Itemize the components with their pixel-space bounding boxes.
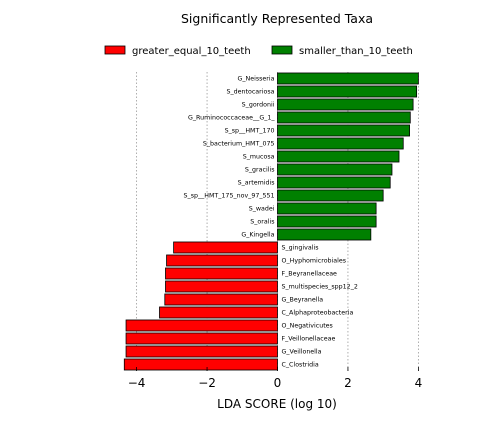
bar-S_dentocariosa xyxy=(277,85,418,98)
x-axis-label: LDA SCORE (log 10) xyxy=(217,397,337,411)
category-label: G_Kingella xyxy=(241,232,274,239)
bar-S_mucosa xyxy=(277,150,400,163)
category-label: S_sp__HMT_175_nov_97_551 xyxy=(184,193,275,200)
category-label: S_multispecies_spp12_2 xyxy=(282,284,358,291)
category-label: G_Beyranella xyxy=(282,297,324,304)
bar-S_gingivalis xyxy=(173,241,278,254)
bar-S_artemidis xyxy=(277,176,391,189)
x-axis: −4 −2 0 2 4 xyxy=(128,367,422,390)
bar-G_Veillonella xyxy=(125,345,278,358)
legend-label-green: smaller_than_10_teeth xyxy=(299,46,413,57)
category-label: S_wadei xyxy=(249,206,275,213)
category-label: G_Ruminococcaceae__G_1_ xyxy=(188,115,275,122)
bar-O_Hyphomicrobiales xyxy=(166,254,278,267)
x-tick-label: −2 xyxy=(198,376,216,390)
bar-G_Neisseria xyxy=(277,72,419,85)
legend-swatch-green xyxy=(271,45,293,55)
bar-S_oralis xyxy=(277,215,377,228)
legend: greater_equal_10_teeth smaller_than_10_t… xyxy=(104,45,413,57)
legend-swatch-red xyxy=(104,45,126,55)
bar-S_gracilis xyxy=(277,163,393,176)
bar-F_Veillonellaceae xyxy=(125,332,278,345)
bar-G_Beyranella xyxy=(164,293,278,306)
category-label: C_Clostridia xyxy=(282,362,319,369)
category-label: S_bacterium_HMT_075 xyxy=(203,141,275,148)
category-label: C_Alphaproteobacteria xyxy=(282,310,354,317)
category-label: O_Hyphomicrobiales xyxy=(282,258,347,265)
legend-label-red: greater_equal_10_teeth xyxy=(132,46,251,57)
category-label: G_Veillonella xyxy=(282,349,322,356)
x-tick-label: 2 xyxy=(344,376,352,390)
bar-S_sp__HMT_175_nov_97_551 xyxy=(277,189,384,202)
category-label: S_gordonii xyxy=(242,102,275,109)
bar-F_Beyranellaceae xyxy=(165,267,278,280)
bar-O_Negativicutes xyxy=(125,319,278,332)
x-tick-label: 0 xyxy=(274,376,282,390)
bar-S_sp__HMT_170 xyxy=(277,124,410,137)
category-label: F_Veillonellaceae xyxy=(282,336,336,343)
category-label: S_sp__HMT_170 xyxy=(225,128,275,135)
bars xyxy=(123,72,419,371)
category-label: S_mucosa xyxy=(243,154,275,161)
bar-C_Alphaproteobacteria xyxy=(159,306,278,319)
category-label: S_gingivalis xyxy=(282,245,319,252)
bar-G_Kingella xyxy=(277,228,372,241)
chart-title: Significantly Represented Taxa xyxy=(181,11,373,26)
category-label: O_Negativicutes xyxy=(282,323,333,330)
bar-G_Ruminococcaceae__G_1_ xyxy=(277,111,411,124)
bar-S_multispecies_spp12_2 xyxy=(165,280,278,293)
bar-S_gordonii xyxy=(277,98,414,111)
category-label: S_oralis xyxy=(250,219,274,226)
category-label: G_Neisseria xyxy=(238,76,275,83)
bar-S_wadei xyxy=(277,202,377,215)
category-labels: G_Neisseria S_dentocariosa S_gordonii G_Rum… xyxy=(184,76,358,369)
category-label: S_artemidis xyxy=(238,180,275,187)
x-tick-label: 4 xyxy=(415,376,423,390)
bar-C_Clostridia xyxy=(123,358,278,371)
category-label: S_dentocariosa xyxy=(227,89,275,96)
category-label: F_Beyranellaceae xyxy=(282,271,338,278)
category-label: S_gracilis xyxy=(245,167,275,174)
bar-S_bacterium_HMT_075 xyxy=(277,137,404,150)
x-tick-label: −4 xyxy=(128,376,146,390)
